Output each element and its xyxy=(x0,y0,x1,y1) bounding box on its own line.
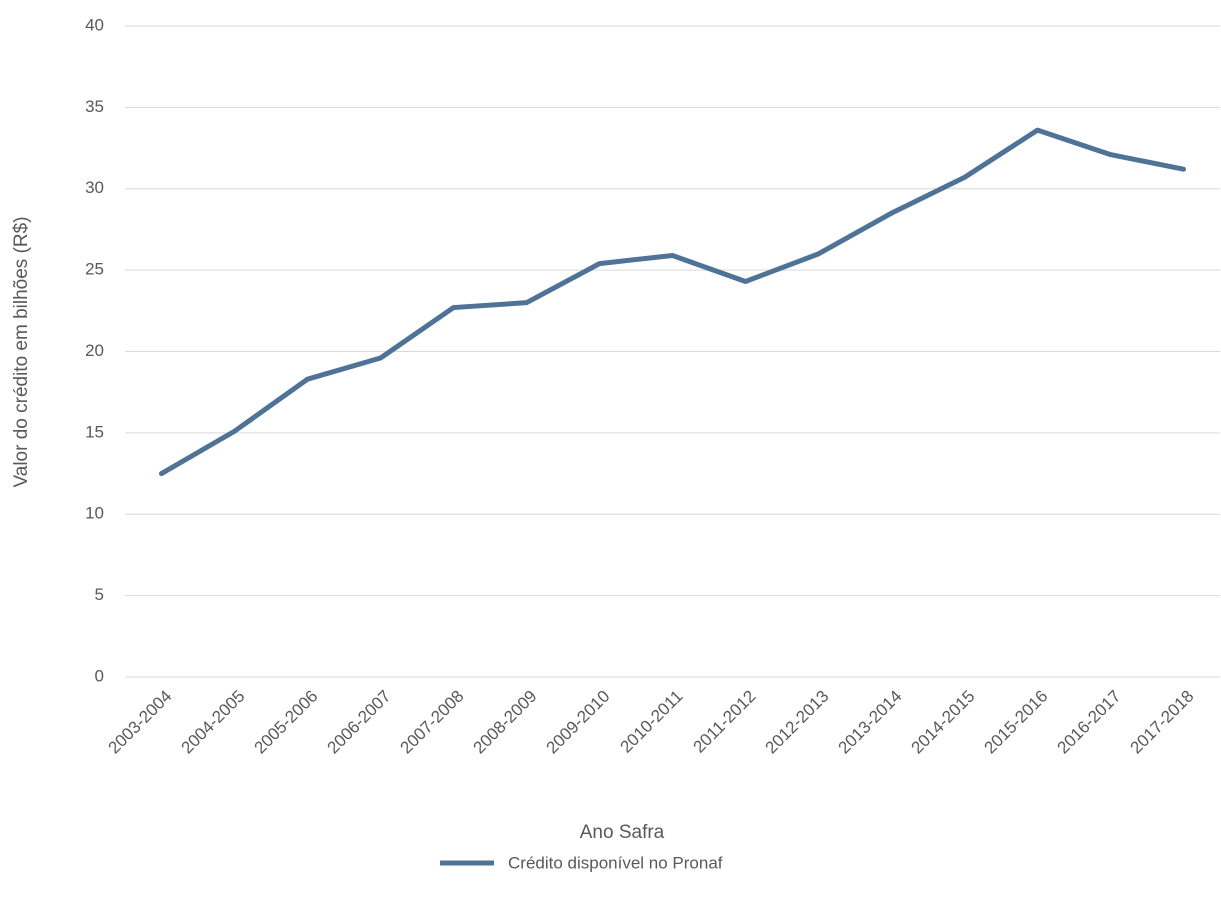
x-tick-label: 2011-2012 xyxy=(689,687,759,757)
x-tick-label: 2005-2006 xyxy=(251,687,322,758)
y-tick-label: 5 xyxy=(95,585,104,604)
y-tick-label: 30 xyxy=(85,178,104,197)
x-tick-label: 2013-2014 xyxy=(835,687,906,758)
y-tick-label: 15 xyxy=(85,422,104,441)
data-line xyxy=(159,127,1186,477)
x-axis-title: Ano Safra xyxy=(580,822,665,843)
y-tick-label: 35 xyxy=(85,97,104,116)
y-tick-label: 10 xyxy=(85,504,104,523)
x-tick-label: 2010-2011 xyxy=(616,687,686,757)
x-tick-label: 2006-2007 xyxy=(324,687,395,758)
x-tick-label: 2003-2004 xyxy=(105,687,176,758)
legend-label: Crédito disponível no Pronaf xyxy=(508,853,723,872)
x-tick-label: 2007-2008 xyxy=(397,687,468,758)
x-tick-label: 2004-2005 xyxy=(178,687,249,758)
y-tick-label: 40 xyxy=(85,15,104,34)
y-tick-label: 25 xyxy=(85,260,104,279)
x-tick-label: 2012-2013 xyxy=(762,687,833,758)
y-tick-label: 20 xyxy=(85,341,104,360)
x-tick-label: 2008-2009 xyxy=(470,687,541,758)
x-tick-label: 2015-2016 xyxy=(981,687,1052,758)
y-tick-label: 0 xyxy=(95,666,104,685)
y-axis-title: Valor do crédito em bilhões (R$) xyxy=(11,216,32,487)
x-tick-label: 2009-2010 xyxy=(543,687,614,758)
x-tick-label: 2017-2018 xyxy=(1127,687,1198,758)
x-tick-label: 2014-2015 xyxy=(908,687,979,758)
x-tick-label: 2016-2017 xyxy=(1054,687,1125,758)
